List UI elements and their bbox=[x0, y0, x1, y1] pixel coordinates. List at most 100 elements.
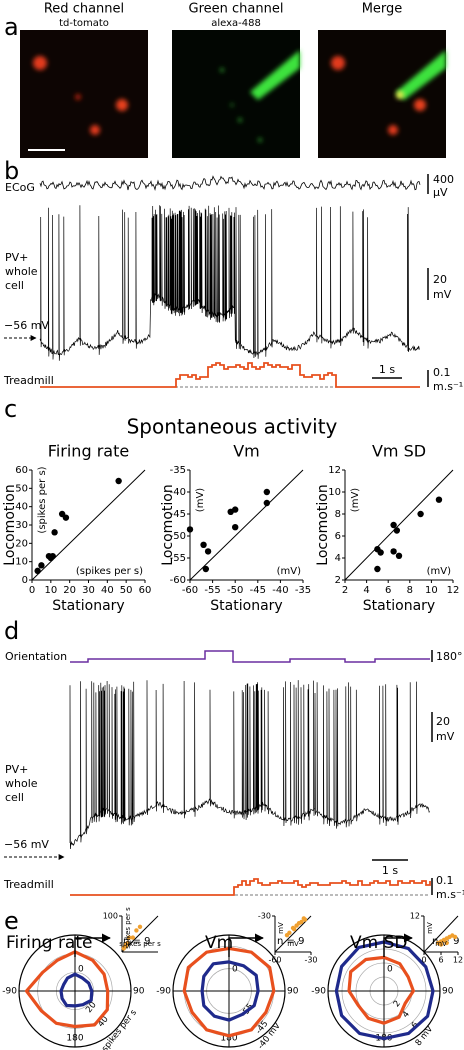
x-tick-label: 40 bbox=[101, 585, 114, 596]
theta-tick-label: 90 bbox=[442, 987, 454, 997]
data-point bbox=[200, 541, 207, 548]
y-axis-label: Locomotion bbox=[160, 484, 176, 565]
x-axis-label: Stationary bbox=[363, 598, 435, 614]
y-tick-label: -35 bbox=[170, 465, 186, 476]
y-unit: (mV) bbox=[350, 488, 361, 512]
y-tick-label: 4 bbox=[335, 553, 341, 564]
y-tick-label: -55 bbox=[170, 553, 186, 564]
y-tick-label: 6 bbox=[335, 531, 341, 542]
x-tick-label: -40 bbox=[272, 585, 288, 596]
trace-label: cell bbox=[5, 791, 24, 804]
x-tick-label: -55 bbox=[204, 585, 220, 596]
x-tick-label: -30 bbox=[304, 956, 317, 965]
data-point bbox=[393, 527, 401, 534]
x-tick-label: 20 bbox=[63, 585, 76, 596]
scale-unit: mV bbox=[436, 730, 455, 743]
x-tick-label: -45 bbox=[250, 585, 266, 596]
trace-label: whole bbox=[5, 777, 38, 790]
section-title: Spontaneous activity bbox=[127, 415, 338, 439]
image-title: Green channel bbox=[189, 2, 284, 17]
scale-unit: m.s⁻¹ bbox=[436, 888, 464, 901]
r-tick-label: 60 spikes per s bbox=[92, 1007, 140, 1050]
x-tick-label: 10 bbox=[425, 585, 438, 596]
data-point bbox=[444, 940, 449, 946]
y-unit: (mV) bbox=[195, 488, 206, 512]
y-tick-label: 30 bbox=[15, 520, 28, 531]
data-point bbox=[125, 940, 130, 946]
y-tick-label: 0 bbox=[22, 575, 28, 586]
x-tick-label: 60 bbox=[139, 585, 152, 596]
data-point bbox=[115, 477, 122, 485]
data-point bbox=[34, 567, 41, 575]
data-point bbox=[263, 488, 271, 496]
identity-line bbox=[423, 915, 459, 953]
x-unit: mV bbox=[287, 940, 299, 948]
y-tick-label: 2 bbox=[335, 575, 341, 586]
theta-tick-label: 0 bbox=[387, 965, 393, 975]
x-tick-label: 8 bbox=[407, 585, 413, 596]
x-tick-label: -35 bbox=[295, 585, 311, 596]
theta-tick-label: 180 bbox=[66, 1034, 83, 1044]
trace-label: whole bbox=[5, 265, 38, 278]
x-axis-label: Stationary bbox=[52, 598, 124, 614]
treadmill-trace bbox=[70, 878, 431, 896]
identity-line bbox=[31, 469, 146, 581]
data-point bbox=[127, 935, 132, 940]
inset-arrow bbox=[383, 933, 413, 957]
y-tick-label: 50 bbox=[15, 483, 28, 494]
scale-unit: m.s⁻¹ bbox=[433, 380, 463, 393]
x-tick-label: -60 bbox=[268, 956, 281, 965]
theta-tick-label: 90 bbox=[287, 987, 299, 997]
inset-arrow bbox=[228, 933, 264, 957]
theta-tick-label: -90 bbox=[311, 987, 326, 997]
inset-arrow bbox=[74, 933, 111, 957]
x-unit: (mV) bbox=[277, 566, 301, 577]
data-point bbox=[202, 565, 210, 573]
r-tick-label: 2 bbox=[392, 999, 403, 1009]
panel-letter: e bbox=[4, 907, 19, 935]
polar-series bbox=[334, 940, 435, 1041]
identity-line bbox=[344, 469, 454, 581]
data-point bbox=[417, 510, 424, 518]
vm-trace bbox=[39, 205, 420, 361]
panel-letter: a bbox=[4, 13, 19, 41]
merge-image bbox=[318, 30, 446, 158]
x-tick-label: 2 bbox=[342, 585, 348, 596]
image-subtitle: alexa-488 bbox=[211, 18, 261, 29]
y-tick-label: 12 bbox=[410, 912, 420, 921]
data-point bbox=[452, 934, 458, 940]
data-point bbox=[435, 496, 443, 503]
data-point bbox=[232, 506, 239, 513]
trace-label: Treadmill bbox=[3, 878, 54, 891]
data-point bbox=[204, 548, 212, 555]
x-tick-label: 10 bbox=[44, 585, 57, 596]
y-unit: spikes per s bbox=[124, 907, 132, 949]
scale-unit: µV bbox=[433, 186, 448, 199]
chart-title: Vm bbox=[205, 933, 233, 953]
x-axis-label: Stationary bbox=[210, 598, 282, 614]
data-point bbox=[38, 562, 45, 569]
y-tick-label: 10 bbox=[328, 487, 341, 498]
chart-title: Firing rate bbox=[6, 933, 92, 953]
data-point bbox=[49, 552, 56, 560]
data-point bbox=[395, 552, 403, 559]
data-point bbox=[186, 526, 194, 533]
r-tick-label: 4 bbox=[401, 1010, 412, 1020]
y-tick-label: 60 bbox=[15, 465, 28, 476]
chart-title: Vm SD bbox=[350, 933, 407, 953]
rest-label: −56 mV bbox=[4, 838, 49, 851]
y-tick-label: -30 bbox=[258, 912, 271, 921]
scale-label: 0.1 bbox=[436, 874, 454, 887]
data-point bbox=[232, 524, 239, 531]
y-tick-label: 100 bbox=[103, 912, 118, 921]
data-point bbox=[134, 928, 139, 933]
theta-tick-label: 90 bbox=[133, 987, 145, 997]
y-tick-label: -50 bbox=[170, 531, 186, 542]
theta-tick-label: -90 bbox=[156, 987, 171, 997]
data-point bbox=[374, 565, 381, 573]
data-point bbox=[390, 521, 397, 529]
polar-series bbox=[59, 972, 94, 1008]
data-point bbox=[263, 499, 271, 507]
